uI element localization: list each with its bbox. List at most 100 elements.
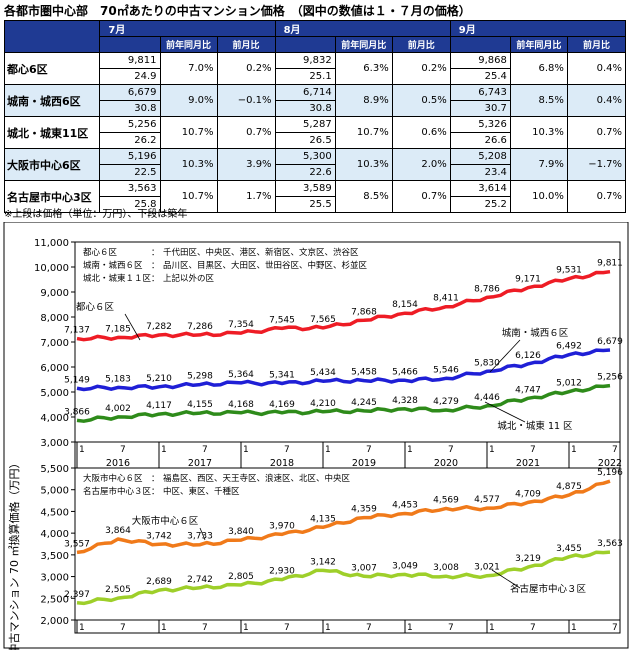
x-tick-label: 7 <box>530 623 536 633</box>
month-header: 8月 <box>274 20 451 37</box>
legend-areas: 福島区、西区、天王寺区、浪速区、北区、中央区 <box>163 473 351 484</box>
data-label: 7,185 <box>105 324 131 334</box>
chart-frame <box>3 222 629 649</box>
y-tick-label: 2,000 <box>40 616 69 627</box>
data-label: 4,155 <box>187 400 213 410</box>
yoy-cell: 10.7% <box>159 116 218 149</box>
data-label: 5,364 <box>228 370 254 380</box>
data-label: 3,557 <box>64 539 90 549</box>
data-label: 6,126 <box>515 351 541 361</box>
x-tick-label: 7 <box>120 445 126 455</box>
x-tick-label: 7 <box>448 445 454 455</box>
age-cell: 30.7 <box>449 100 511 117</box>
data-label: 4,446 <box>474 393 500 403</box>
x-tick-label: 1 <box>161 623 167 633</box>
legend-areas: 品川区、目黒区、大田区、世田谷区、中野区、杉並区 <box>163 260 368 271</box>
data-label: 5,830 <box>474 358 500 368</box>
data-label: 4,279 <box>433 397 459 407</box>
price-cell: 5,256 <box>99 116 161 133</box>
x-axis-band <box>74 619 621 634</box>
x-tick-label: 7 <box>120 623 126 633</box>
tokyo_north_east-line <box>76 383 611 423</box>
yoy-cell: 10.3% <box>334 148 393 181</box>
data-label: 5,196 <box>597 468 623 478</box>
mom-cell: −0.1% <box>216 84 276 117</box>
callout-line <box>489 339 521 373</box>
month-header: 7月 <box>99 20 276 37</box>
age-cell: 25.1 <box>274 68 336 85</box>
data-label: 5,458 <box>351 368 377 378</box>
mom-cell: 0.2% <box>216 52 276 85</box>
legend-name: 大阪市中心６区 <box>83 473 143 484</box>
table-row: 城北・城東11区 5,256 10.7% 0.7% 5,287 10.7% 0.6% 5,32… <box>3 116 627 149</box>
data-label: 3,219 <box>515 554 541 564</box>
row-label: 大阪市中心6区 <box>3 148 101 181</box>
yoy-cell: 10.7% <box>334 116 393 149</box>
mom-cell: 2.0% <box>391 148 451 181</box>
y-tick-label: 5,500 <box>40 464 69 475</box>
data-label: 3,008 <box>433 563 459 573</box>
data-label: 4,002 <box>105 404 131 414</box>
yoy-cell: 6.8% <box>509 52 568 85</box>
data-label: 4,135 <box>310 514 336 524</box>
data-label: 4,709 <box>515 489 541 499</box>
data-label: 2,742 <box>187 575 213 585</box>
data-label: 3,049 <box>392 561 418 571</box>
data-label: 9,811 <box>597 259 623 269</box>
mom-cell: 0.4% <box>566 52 627 85</box>
data-label: 9,171 <box>515 275 541 285</box>
mom-cell: 0.5% <box>391 84 451 117</box>
price-cell: 5,300 <box>274 148 336 165</box>
yoy-header: 前年同月比 <box>159 36 218 53</box>
age-cell: 23.4 <box>449 164 511 181</box>
price-cell: 3,563 <box>99 180 161 197</box>
data-label: 5,298 <box>187 372 213 382</box>
mom-header: 前月比 <box>216 36 276 53</box>
x-tick-label: 7 <box>448 623 454 633</box>
mom-cell: 0.7% <box>391 180 451 213</box>
year-label: 2016 <box>106 458 130 469</box>
yoy-cell: 10.7% <box>159 180 218 213</box>
y-tick-label: 7,000 <box>40 338 69 349</box>
x-tick-label: 1 <box>571 445 577 455</box>
price-cell: 6,679 <box>99 84 161 101</box>
yoy-cell: 8.5% <box>509 84 568 117</box>
tokyo_central-line <box>76 269 611 342</box>
yoy-cell: 8.9% <box>334 84 393 117</box>
data-label: 2,397 <box>64 590 90 600</box>
data-label: 7,282 <box>146 322 172 332</box>
corner-cell <box>3 20 101 53</box>
y-axis-label: 中古マンション 70 ㎡換算価格（万円） <box>7 458 21 650</box>
x-tick-label: 1 <box>325 623 331 633</box>
table-row-sub: 22.5 22.6 23.4 <box>5 164 626 181</box>
table-row-sub: 24.9 25.1 25.4 <box>5 68 626 85</box>
mom-header: 前月比 <box>391 36 451 53</box>
mom-cell: 0.6% <box>391 116 451 149</box>
year-label: 2019 <box>352 458 376 469</box>
table-row: 名古屋市中心3区 3,563 10.7% 1.7% 3,589 8.5% 0.7% 3,614… <box>3 180 627 213</box>
x-tick-label: 7 <box>612 623 618 633</box>
data-label: 3,455 <box>556 544 582 554</box>
x-tick-label: 1 <box>243 445 249 455</box>
x-tick-label: 7 <box>284 623 290 633</box>
series-name: 城南・城西６区 <box>502 327 569 339</box>
yoy-cell: 6.3% <box>334 52 393 85</box>
mom-cell: −1.7% <box>566 148 627 181</box>
data-label: 7,565 <box>310 315 336 325</box>
x-tick-label: 1 <box>489 623 495 633</box>
age-cell: 22.5 <box>99 164 161 181</box>
legend-sep: ： <box>151 248 160 258</box>
nagoya-line <box>76 550 611 606</box>
data-label: 7,545 <box>269 315 295 325</box>
data-label: 4,328 <box>392 396 418 406</box>
callout-line <box>491 569 521 589</box>
data-label: 4,245 <box>351 398 377 408</box>
data-label: 5,012 <box>556 379 582 389</box>
age-cell: 25.2 <box>449 196 511 213</box>
mom-cell: 0.4% <box>566 84 627 117</box>
year-label: 2020 <box>434 458 458 469</box>
age-cell: 25.8 <box>99 196 161 213</box>
data-label: 7,868 <box>351 307 377 317</box>
row-label: 城北・城東11区 <box>3 116 101 149</box>
data-label: 5,210 <box>146 374 172 384</box>
